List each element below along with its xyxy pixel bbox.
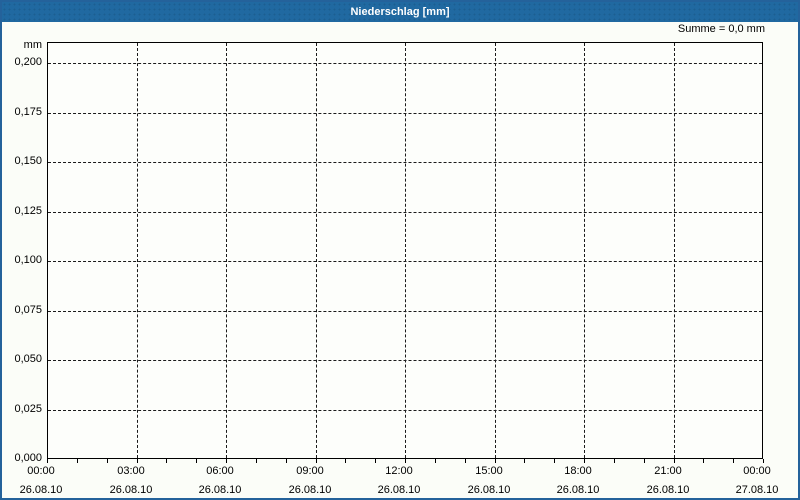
x-tick-mark: [644, 459, 645, 463]
x-tick-date-label: 26.08.10: [646, 484, 690, 496]
x-tick-date-label: 26.08.10: [19, 484, 63, 496]
x-tick-mark: [166, 459, 167, 463]
v-gridline: [137, 43, 138, 458]
x-tick-time-label: 18:00: [564, 465, 592, 477]
plot-area: [47, 42, 763, 459]
x-tick-date-label: 26.08.10: [377, 484, 421, 496]
x-tick-mark: [554, 459, 555, 463]
y-tick-label: 0,175: [14, 106, 42, 118]
x-tick-time-label: 00:00: [27, 465, 55, 477]
x-tick-mark: [137, 459, 138, 463]
x-tick-mark: [524, 459, 525, 463]
x-tick-mark: [703, 459, 704, 463]
x-tick-date-label: 26.08.10: [109, 484, 153, 496]
x-tick-time-label: 15:00: [475, 465, 503, 477]
y-axis-labels: 0,000 0,025 0,050 0,075 0,100 0,125 0,150 0,175…: [2, 2, 42, 500]
x-tick-mark: [47, 459, 48, 463]
y-tick-label: 0,125: [14, 205, 42, 217]
y-axis-unit-label: mm: [23, 39, 42, 51]
y-tick-label: 0,150: [14, 155, 42, 167]
x-tick-mark: [584, 459, 585, 463]
v-gridline: [584, 43, 585, 458]
v-gridline: [226, 43, 227, 458]
y-tick-label: 0,100: [14, 254, 42, 266]
x-tick-mark: [435, 459, 436, 463]
y-tick-label: 0,075: [14, 304, 42, 316]
x-tick-time-label: 12:00: [385, 465, 413, 477]
x-tick-date-label: 26.08.10: [288, 484, 332, 496]
x-tick-time-label: 06:00: [206, 465, 234, 477]
x-tick-date-label: 26.08.10: [467, 484, 511, 496]
x-tick-mark: [405, 459, 406, 463]
x-tick-mark: [316, 459, 317, 463]
y-tick-label: 0,000: [14, 452, 42, 464]
x-tick-date-label: 26.08.10: [198, 484, 242, 496]
v-gridline: [495, 43, 496, 458]
x-tick-time-label: 21:00: [654, 465, 682, 477]
y-tick-label: 0,025: [14, 403, 42, 415]
v-gridline: [674, 43, 675, 458]
x-tick-mark: [256, 459, 257, 463]
x-tick-mark: [375, 459, 376, 463]
x-tick-mark: [345, 459, 346, 463]
chart-title: Niederschlag [mm]: [350, 6, 450, 18]
x-tick-mark: [226, 459, 227, 463]
x-tick-mark: [763, 459, 764, 463]
x-tick-date-label: 27.08.10: [735, 484, 779, 496]
x-tick-mark: [733, 459, 734, 463]
x-tick-mark: [107, 459, 108, 463]
x-tick-mark: [674, 459, 675, 463]
x-tick-date-label: 26.08.10: [556, 484, 600, 496]
y-tick-label: 0,050: [14, 353, 42, 365]
x-tick-mark: [614, 459, 615, 463]
v-gridline: [405, 43, 406, 458]
x-tick-mark: [495, 459, 496, 463]
chart-title-bar[interactable]: Niederschlag [mm]: [2, 2, 798, 22]
x-tick-mark: [465, 459, 466, 463]
x-tick-time-label: 03:00: [117, 465, 145, 477]
v-gridline: [316, 43, 317, 458]
x-tick-mark: [196, 459, 197, 463]
y-tick-label: 0,200: [14, 56, 42, 68]
x-tick-time-label: 00:00: [743, 465, 771, 477]
x-tick-mark: [77, 459, 78, 463]
sum-total-label: Summe = 0,0 mm: [677, 23, 765, 35]
x-tick-time-label: 09:00: [296, 465, 324, 477]
x-tick-mark: [286, 459, 287, 463]
